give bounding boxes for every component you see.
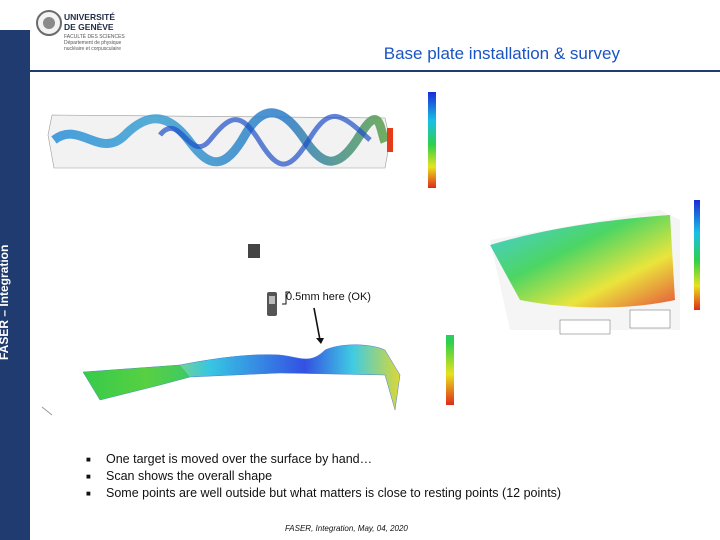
- sidebar-label: FASER – Integration: [0, 244, 11, 360]
- university-seal-icon: [36, 10, 62, 36]
- bullet-square-icon: ■: [86, 489, 91, 498]
- annotation-note: 0.5mm here (OK): [286, 291, 371, 303]
- logo-subtitle: FACULTÉ DES SCIENCES Département de phys…: [64, 34, 125, 52]
- bullet-square-icon: ■: [86, 472, 91, 481]
- bullet-item: ■ Scan shows the overall shape: [86, 469, 273, 483]
- annotation-arrow: [282, 291, 324, 344]
- logo-name: UNIVERSITÉ DE GENÈVE: [64, 12, 116, 32]
- bullet-list: ■ One target is moved over the surface by…: [86, 451, 686, 502]
- slide-title: Base plate installation & survey: [383, 44, 620, 63]
- bullet-item: ■ Some points are well outside but what m…: [86, 486, 562, 500]
- plate-scan-3d-view: [490, 200, 700, 335]
- plate-scan-profile-view: [41, 335, 454, 416]
- bullet-square-icon: ■: [86, 455, 91, 464]
- university-logo: UNIVERSITÉ DE GENÈVE FACULTÉ DES SCIENCE…: [36, 10, 156, 58]
- laser-tracker-icon: [248, 244, 260, 258]
- slide-footer: FASER, Integration, May, 04, 2020: [285, 524, 408, 533]
- laser-tracker-icon: [267, 292, 277, 316]
- bullet-item: ■ One target is moved over the surface by…: [86, 452, 373, 466]
- sidebar-bar: FASER – Integration: [0, 30, 30, 540]
- plate-scan-top-view: [47, 92, 436, 188]
- title-divider: [30, 70, 720, 72]
